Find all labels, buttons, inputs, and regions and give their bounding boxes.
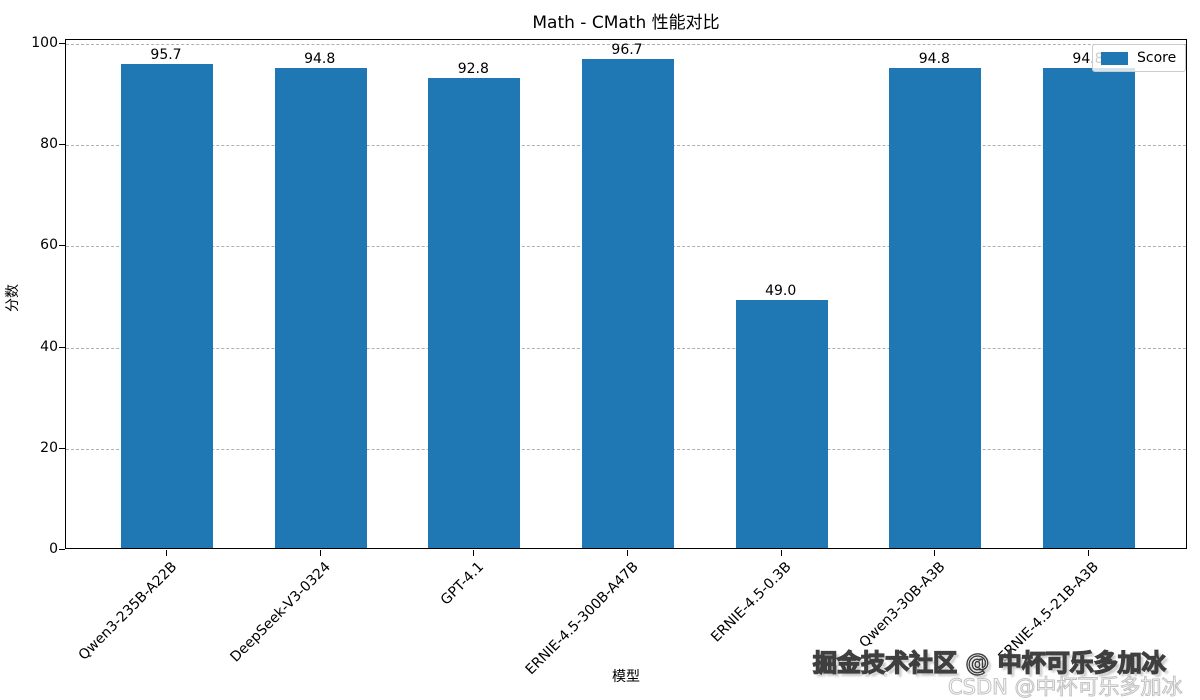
chart-title: Math - CMath 性能对比 [532,13,720,33]
gridline-100 [66,44,1186,46]
xtick-mark-6 [1088,550,1090,556]
xtick-label-ERNIE-4.5-0.3B: ERNIE-4.5-0.3B [708,559,796,646]
bar-ERNIE-4.5-21B-A3B [1043,68,1136,548]
xtick-mark-3 [627,550,628,556]
ytick-label-60: 60 [40,237,58,254]
xtick-label-ERNIE-4.5-300B-A47B: ERNIE-4.5-300B-A47B [522,559,642,679]
ytick-label-100: 100 [31,35,58,52]
watermark-primary: 掘金技术社区 @ 中杯可乐多加冰 [812,648,1166,677]
watermark-secondary: CSDN @中杯可乐多加冰 [948,675,1184,700]
xtick-label-Qwen3-30B-A3B: Qwen3-30B-A3B [856,559,949,652]
legend: Score [1092,44,1187,72]
ytick-mark-20 [59,447,65,449]
xtick-mark-1 [319,550,321,556]
bar-value-ERNIE-4.5-300B-A47B: 96.7 [611,41,643,58]
bar-GPT-4.1 [428,78,521,548]
bar-value-ERNIE-4.5-0.3B: 49.0 [765,283,797,300]
bar-DeepSeek-V3-0324 [274,68,367,548]
xtick-label-DeepSeek-V3-0324: DeepSeek-V3-0324 [227,559,334,666]
x-axis-label: 模型 [612,669,640,685]
ytick-mark-60 [59,245,65,247]
y-axis-label: 分数 [5,284,21,312]
bar-value-Qwen3-30B-A3B: 94.8 [918,51,950,68]
bar-ERNIE-4.5-0.3B [735,300,828,548]
bar-Qwen3-235B-A22B [121,63,213,548]
ytick-mark-100 [59,43,65,45]
ytick-mark-0 [59,549,65,550]
ytick-label-0: 0 [49,541,58,557]
ytick-label-20: 20 [40,439,58,456]
bar-Qwen3-30B-A3B [889,68,982,548]
xtick-mark-2 [473,550,475,556]
ytick-label-40: 40 [40,338,58,355]
xtick-label-GPT-4.1: GPT-4.1 [438,559,488,609]
legend-swatch-icon [1101,51,1128,65]
bar-value-Qwen3-235B-A22B: 95.7 [150,46,182,63]
ytick-label-80: 80 [40,136,58,153]
xtick-mark-4 [780,550,782,556]
legend-label: Score [1137,50,1177,66]
plot-area [65,39,1187,549]
bar-ERNIE-4.5-300B-A47B [582,58,674,548]
xtick-label-Qwen3-235B-A22B: Qwen3-235B-A22B [75,559,181,664]
xtick-mark-5 [934,550,936,556]
bar-value-DeepSeek-V3-0324: 94.8 [304,51,336,68]
ytick-mark-40 [59,346,65,348]
ytick-mark-80 [59,144,65,146]
xtick-mark-0 [166,550,167,556]
bar-value-GPT-4.1: 92.8 [457,61,489,78]
